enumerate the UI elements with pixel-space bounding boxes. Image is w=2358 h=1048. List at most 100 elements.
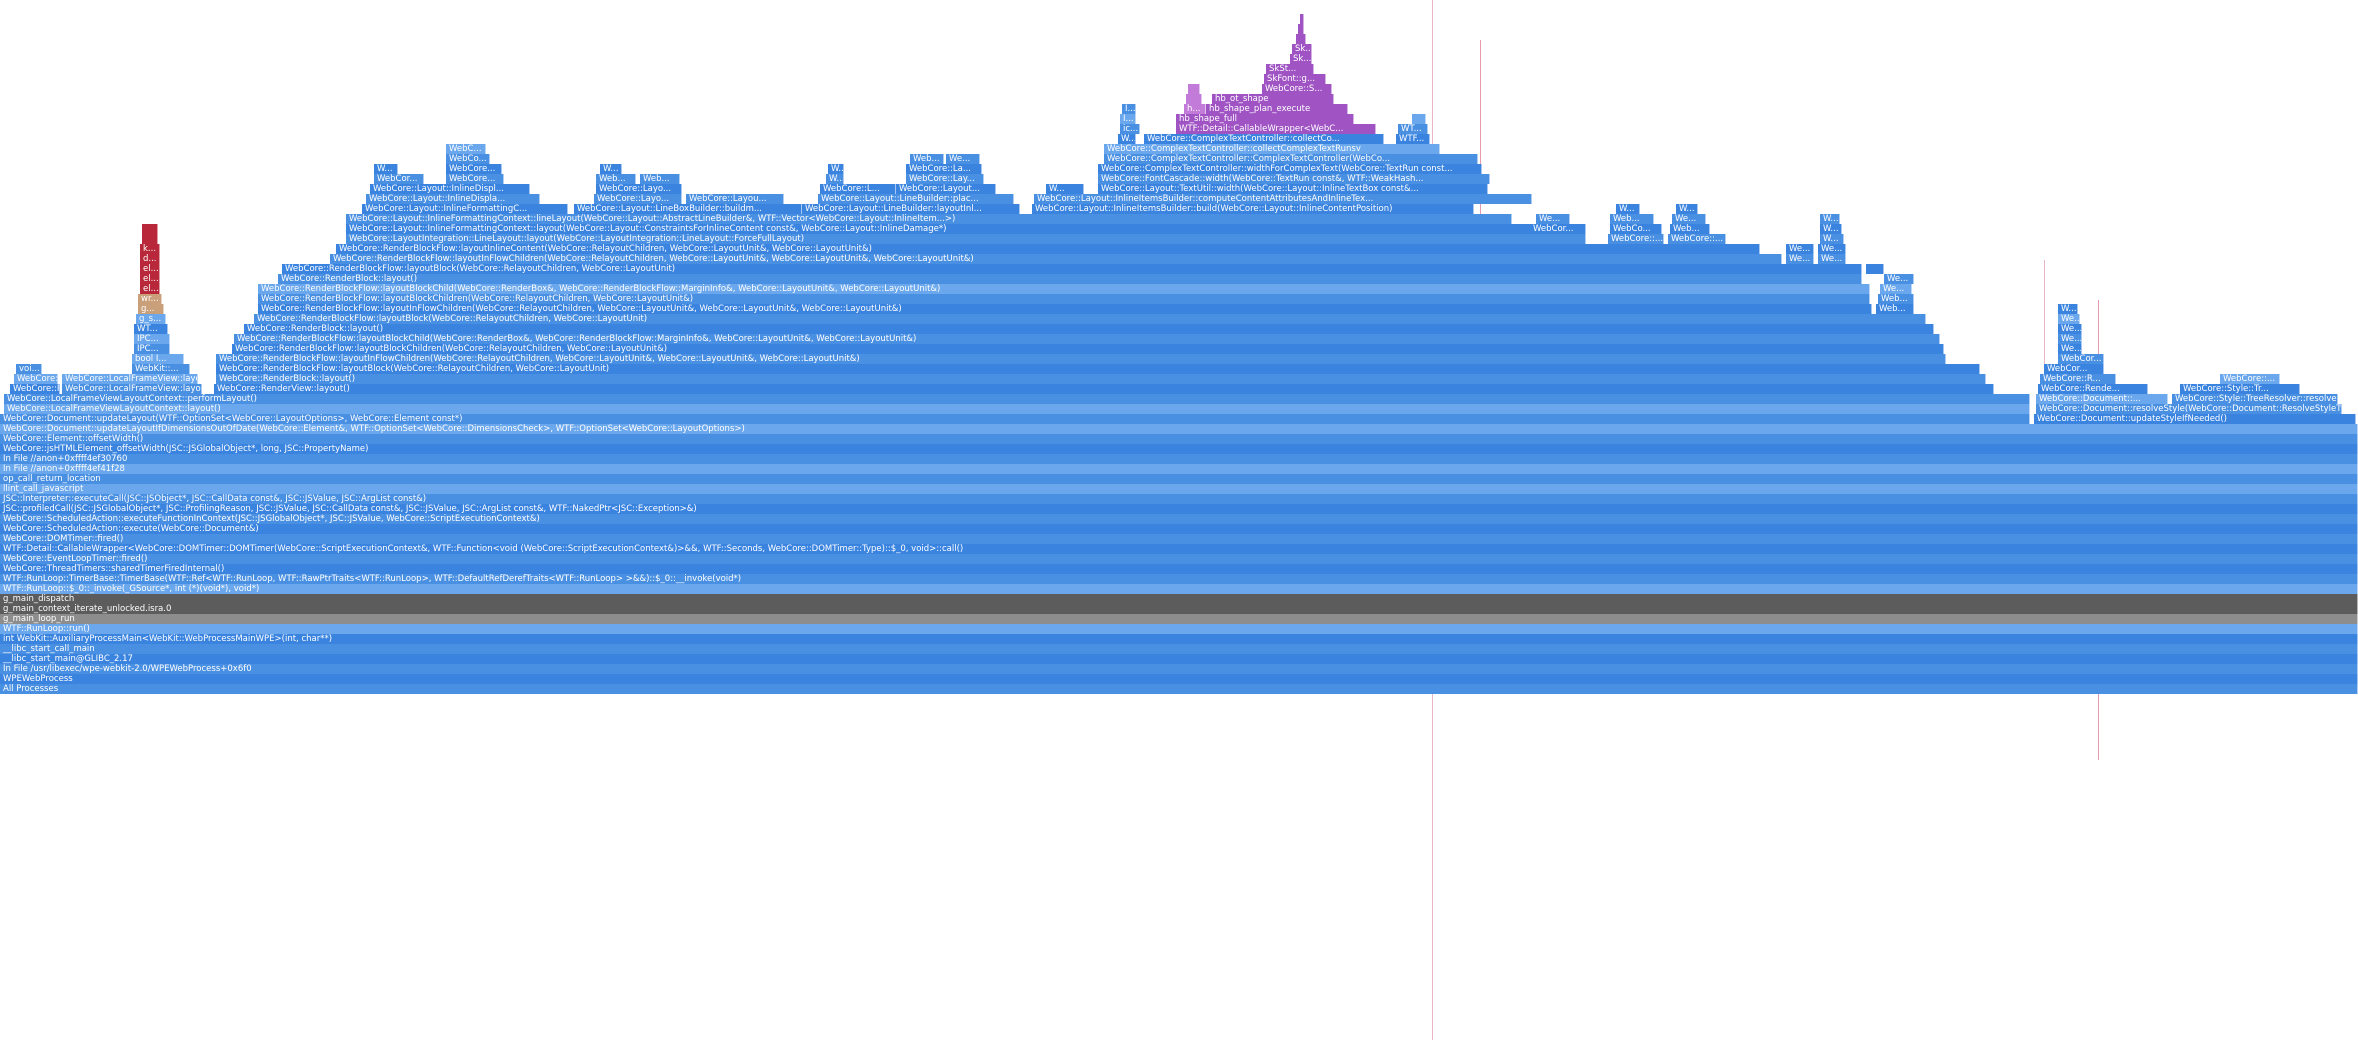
stack-frame[interactable]: W... xyxy=(1616,204,1640,214)
stack-frame[interactable]: Sk... xyxy=(1292,44,1312,54)
stack-frame[interactable]: WebCore::R... xyxy=(2040,374,2116,384)
stack-frame[interactable]: WebCore::DOMTimer::fired() xyxy=(0,534,2358,544)
stack-frame[interactable]: WebCore::ScheduledAction::executeFunctio… xyxy=(0,514,2358,524)
stack-frame[interactable]: WebCore::ScheduledAction::execute(WebCor… xyxy=(0,524,2358,534)
stack-frame[interactable]: ic... xyxy=(1120,124,1140,134)
stack-frame[interactable]: g_main_dispatch xyxy=(0,594,2358,604)
stack-frame[interactable]: WebCo... xyxy=(1610,224,1662,234)
stack-frame[interactable]: SkFont::g... xyxy=(1264,74,1326,84)
stack-frame[interactable]: WebCore::RenderBlockFlow::layoutBlock(We… xyxy=(254,314,1926,324)
stack-frame[interactable]: WebKit::... xyxy=(132,364,190,374)
stack-frame[interactable]: SkSt... xyxy=(1266,64,1314,74)
stack-frame[interactable]: WebCore::RenderBlock::layout() xyxy=(216,374,1986,384)
stack-frame[interactable]: WTF... xyxy=(1396,134,1430,144)
stack-frame[interactable]: g_main_context_iterate_unlocked.isra.0 xyxy=(0,604,2358,614)
stack-frame[interactable]: WPEWebProcess xyxy=(0,674,2358,684)
stack-frame[interactable]: WebCore::RenderBlockFlow::layoutInlineCo… xyxy=(336,244,1760,254)
stack-frame[interactable]: We... xyxy=(946,154,980,164)
stack-frame[interactable]: hb_shape_full xyxy=(1176,114,1354,124)
stack-frame[interactable]: WebCore::Rende... xyxy=(2038,384,2148,394)
stack-frame[interactable]: WT... xyxy=(134,324,168,334)
stack-frame[interactable]: W... xyxy=(1046,184,1084,194)
stack-frame[interactable]: WebCore::ComplexTextController::ComplexT… xyxy=(1104,154,1478,164)
stack-frame[interactable]: WebCore::RenderView::layout() xyxy=(214,384,1994,394)
stack-frame[interactable]: WebCore::Layout::LineBoxBuilder::buildm.… xyxy=(574,204,802,214)
stack-frame[interactable]: WebCore::Layout::LineBuilder::layoutInl.… xyxy=(802,204,1020,214)
stack-frame[interactable]: In File //anon+0xffff4ef41f28 xyxy=(0,464,2358,474)
stack-frame[interactable]: WebCore::Document::resolveStyle(WebCore:… xyxy=(2036,404,2342,414)
stack-frame[interactable]: Web... xyxy=(1670,224,1710,234)
stack-frame[interactable]: We... xyxy=(2058,314,2080,324)
stack-frame[interactable]: WebCore::LocalFrameView::layout() xyxy=(62,384,202,394)
stack-frame[interactable]: WebCore::RenderBlockFlow::layoutBlockChi… xyxy=(258,294,1870,304)
stack-frame[interactable]: WebCore::Style::Tr... xyxy=(2180,384,2300,394)
stack-frame[interactable]: W... xyxy=(1676,204,1698,214)
stack-frame[interactable]: WebCore::jsHTMLElement_offsetWidth(JSC::… xyxy=(0,444,2358,454)
stack-frame[interactable]: W... xyxy=(828,164,844,174)
stack-frame[interactable]: WTF::Detail::CallableWrapper<WebCore::DO… xyxy=(0,544,2358,554)
stack-frame[interactable]: WebCore::ComplexTextController::collectC… xyxy=(1144,134,1384,144)
stack-frame[interactable]: WebCore::L... xyxy=(820,184,896,194)
stack-frame[interactable]: IPC... xyxy=(134,334,170,344)
stack-frame[interactable]: int WebKit::AuxiliaryProcessMain<WebKit:… xyxy=(0,634,2358,644)
stack-frame[interactable] xyxy=(142,224,158,234)
stack-frame[interactable]: WebCore::RenderBlockFlow::layoutBlock(We… xyxy=(216,364,1980,374)
stack-frame[interactable]: WebCore::EventLoopTimer::fired() xyxy=(0,554,2358,564)
stack-frame[interactable]: W... xyxy=(826,174,844,184)
stack-frame[interactable]: We... xyxy=(1536,214,1570,224)
stack-frame[interactable]: WTF::RunLoop::run() xyxy=(0,624,2358,634)
stack-frame[interactable]: WebCore::Layout::InlineDispla... xyxy=(366,194,540,204)
stack-frame[interactable]: WebCore::LocalFrameView xyxy=(14,374,58,384)
stack-frame[interactable]: We... xyxy=(1672,214,1706,224)
stack-frame[interactable]: WebCore::RenderBlockFlow::layoutBlockChi… xyxy=(258,284,1870,294)
stack-frame[interactable]: I... xyxy=(1122,104,1136,114)
stack-frame[interactable]: WebCore::Layo... xyxy=(596,184,682,194)
stack-frame[interactable] xyxy=(1300,14,1304,24)
stack-frame[interactable] xyxy=(1298,24,1304,34)
stack-frame[interactable]: el... xyxy=(140,264,160,274)
stack-frame[interactable]: W... xyxy=(600,164,622,174)
stack-frame[interactable] xyxy=(142,234,158,244)
stack-frame[interactable]: WebCore::RenderView::layout() xyxy=(10,384,60,394)
stack-frame[interactable]: g... xyxy=(138,304,164,314)
stack-frame[interactable]: W... xyxy=(1820,214,1840,224)
stack-frame[interactable]: el... xyxy=(140,284,160,294)
stack-frame[interactable]: __libc_start_main@GLIBC_2.17 xyxy=(0,654,2358,664)
stack-frame[interactable]: WebCore::... xyxy=(2220,374,2280,384)
stack-frame[interactable]: We... xyxy=(1818,254,1846,264)
stack-frame[interactable]: WebCore::RenderBlockFlow::layoutInFlowCh… xyxy=(330,254,1782,264)
stack-frame[interactable] xyxy=(1296,34,1306,44)
stack-frame[interactable]: WebCore::Document::updateLayoutIfDimensi… xyxy=(0,424,2358,434)
stack-frame[interactable]: We... xyxy=(2058,344,2082,354)
stack-frame[interactable]: op_call_return_location xyxy=(0,474,2358,484)
stack-frame[interactable]: We... xyxy=(1884,274,1914,284)
stack-frame[interactable]: Web... xyxy=(1876,304,1914,314)
stack-frame[interactable] xyxy=(1866,264,1884,274)
stack-frame[interactable] xyxy=(1412,114,1426,124)
stack-frame[interactable]: WebCore::ComplexTextController::collectC… xyxy=(1104,144,1440,154)
stack-frame[interactable]: JSC::profiledCall(JSC::JSGlobalObject*, … xyxy=(0,504,2358,514)
stack-frame[interactable]: WebCore::Layout::TextUtil::width(WebCore… xyxy=(1098,184,1488,194)
stack-frame[interactable]: llint_call_javascript xyxy=(0,484,2358,494)
stack-frame[interactable]: WebCor... xyxy=(2058,354,2104,364)
stack-frame[interactable]: We... xyxy=(1880,284,1912,294)
stack-frame[interactable]: Web... xyxy=(1610,214,1654,224)
stack-frame[interactable]: WebCore::RenderBlockFlow::layoutBlock(We… xyxy=(282,264,1862,274)
stack-frame[interactable]: WebCore::LocalFrameView::layout() xyxy=(62,374,198,384)
stack-frame[interactable]: We... xyxy=(1786,244,1814,254)
stack-frame[interactable]: voi... xyxy=(16,364,42,374)
stack-frame[interactable]: WebCore::Document::updateLayout(WTF::Opt… xyxy=(0,414,2030,424)
stack-frame[interactable]: hb_ot_shape xyxy=(1212,94,1334,104)
stack-frame[interactable]: WebCore::LocalFrameViewLayoutContext::la… xyxy=(4,404,2030,414)
stack-frame[interactable]: W... xyxy=(1118,134,1136,144)
stack-frame[interactable]: WebCore::Layout::InlineDispl... xyxy=(370,184,530,194)
stack-frame[interactable]: WebCore... xyxy=(446,174,504,184)
stack-frame[interactable]: WebCore::Layout::LineBuilder::plac... xyxy=(818,194,1014,204)
stack-frame[interactable]: WebCore::... xyxy=(1608,234,1664,244)
stack-frame[interactable] xyxy=(1188,84,1200,94)
stack-frame[interactable]: WebCore::Layout::InlineFormattingContext… xyxy=(346,224,1532,234)
stack-frame[interactable]: We... xyxy=(1818,244,1846,254)
stack-frame[interactable]: WebCor... xyxy=(1530,224,1586,234)
stack-frame[interactable]: WebCore::La... xyxy=(906,164,982,174)
stack-frame[interactable]: WebCore::S... xyxy=(1262,84,1332,94)
